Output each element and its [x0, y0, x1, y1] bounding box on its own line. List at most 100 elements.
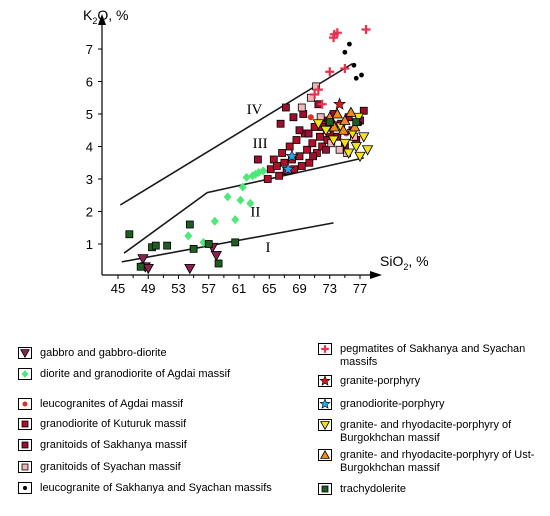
boundary-lines [119, 62, 364, 263]
data-point [350, 142, 362, 153]
data-point [331, 108, 343, 119]
data-point [310, 90, 320, 99]
data-point [125, 230, 134, 239]
data-point [142, 263, 154, 275]
y-tick-label: 6 [86, 75, 93, 90]
data-point [263, 175, 272, 183]
x-tick-label: 57 [202, 281, 216, 296]
data-point [304, 129, 313, 138]
region-label: I [265, 240, 270, 256]
x-tick-label: 49 [141, 281, 155, 296]
data-point [308, 139, 317, 148]
boundary-line [121, 222, 334, 263]
data-point [204, 240, 213, 248]
data-points [125, 25, 374, 275]
data-point [361, 25, 371, 34]
y-tick-label: 2 [86, 205, 93, 220]
data-point [359, 106, 368, 115]
data-point [335, 145, 344, 154]
data-point [359, 72, 364, 78]
data-point [246, 198, 255, 208]
x-tick-label: 77 [353, 281, 367, 296]
data-point [325, 67, 335, 77]
data-point [328, 121, 340, 132]
data-point [361, 145, 374, 156]
data-point [281, 162, 295, 175]
data-point [342, 148, 355, 159]
region-label: III [253, 136, 268, 152]
y-tick-label: 4 [86, 140, 93, 155]
region-label: IV [247, 102, 263, 118]
data-point [352, 112, 365, 124]
data-point [313, 85, 323, 95]
x-tick-label: 65 [262, 281, 276, 296]
data-point [269, 155, 278, 164]
data-point [242, 172, 251, 182]
data-point [292, 136, 301, 144]
data-point [295, 152, 304, 161]
data-point [136, 262, 145, 271]
data-point [285, 142, 294, 151]
x-tick-label: 73 [323, 281, 337, 296]
data-point [285, 149, 299, 162]
data-point [345, 106, 357, 117]
data-point [238, 182, 247, 192]
data-point [322, 145, 330, 154]
data-point [320, 125, 332, 137]
data-point [254, 155, 262, 164]
data-point [353, 75, 359, 81]
data-point [259, 166, 268, 176]
data-point [327, 135, 340, 146]
data-point [280, 158, 289, 167]
data-point [231, 215, 240, 225]
data-point [309, 152, 318, 161]
data-point [358, 132, 370, 143]
data-point [339, 138, 351, 150]
data-point [297, 162, 306, 170]
data-point [340, 64, 350, 73]
boundary-line [123, 157, 364, 254]
data-point [351, 62, 357, 68]
data-point [275, 171, 283, 180]
data-point [297, 103, 306, 112]
y-tick-label: 7 [86, 42, 93, 57]
x-axis-arrow [370, 271, 382, 279]
data-point [352, 118, 361, 127]
data-point [189, 244, 198, 253]
data-point [316, 132, 324, 141]
y-tick-label: 1 [86, 237, 93, 252]
data-point [163, 241, 172, 250]
data-point [307, 114, 314, 121]
x-tick-label: 45 [111, 281, 125, 296]
data-point [347, 41, 352, 47]
data-point [276, 119, 285, 128]
data-point [337, 124, 350, 135]
y-axis-arrow [98, 14, 106, 25]
x-tick-label: 69 [292, 281, 306, 296]
data-point [342, 49, 348, 55]
data-point [231, 238, 240, 247]
data-point [151, 241, 160, 250]
x-tick-label: 61 [232, 281, 246, 296]
x-tick-label: 53 [171, 281, 185, 296]
data-point [137, 254, 149, 265]
data-point [325, 118, 334, 127]
data-point [299, 110, 308, 118]
x-axis-label: SiO2, % [380, 253, 429, 272]
data-point [305, 158, 314, 167]
y-axis-label: K2O, % [83, 7, 128, 26]
data-point [214, 259, 223, 268]
data-point [333, 97, 347, 110]
data-point [185, 220, 194, 229]
data-point [251, 169, 260, 179]
data-point [339, 114, 351, 125]
y-tick-label: 5 [86, 107, 93, 122]
data-point [354, 151, 366, 163]
data-point [236, 195, 245, 205]
data-point [295, 126, 304, 135]
data-point [223, 192, 232, 202]
data-point [289, 113, 298, 122]
data-point [184, 263, 196, 275]
